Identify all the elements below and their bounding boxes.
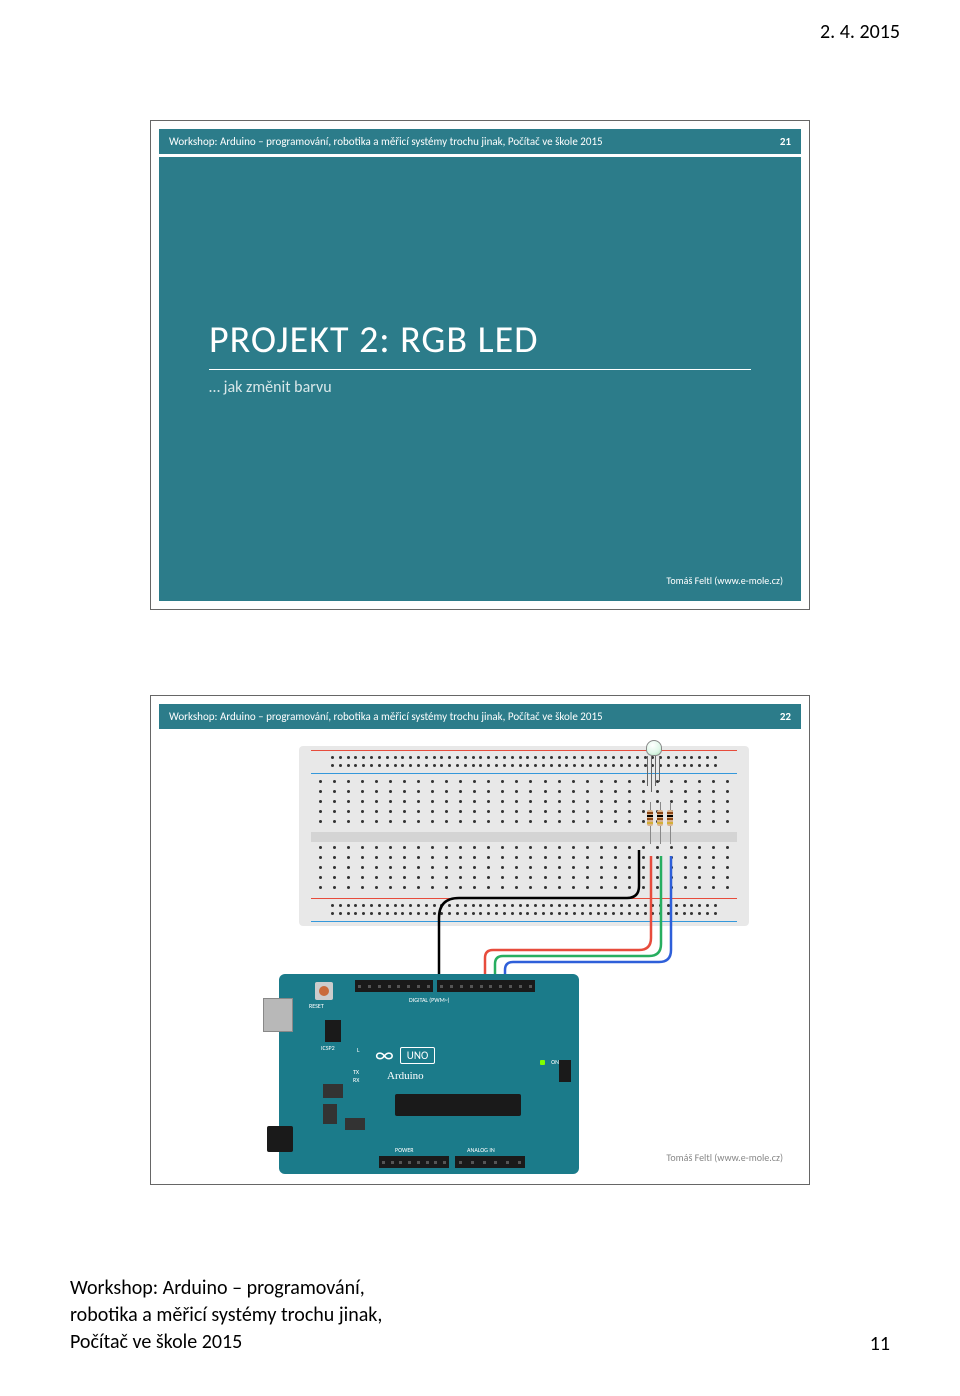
slide-21-number: 21 xyxy=(780,135,791,148)
arduino-logo: ∞ UNO xyxy=(375,1044,435,1066)
power-header xyxy=(379,1156,449,1168)
led-leg xyxy=(647,756,648,786)
digital-label: DIGITAL (PWM~) xyxy=(409,996,450,1004)
led-leg xyxy=(651,756,652,792)
page-number: 11 xyxy=(870,1332,890,1356)
arduino-board: RESET ICSP2 DIGITAL (PWM~) POWER ANALOG … xyxy=(279,974,579,1174)
power-jack-icon xyxy=(267,1126,293,1152)
rx-label: RX xyxy=(353,1076,359,1084)
breadboard-gap xyxy=(311,832,737,842)
icsp-header-icon xyxy=(325,1020,341,1042)
slide-21-header: Workshop: Arduino – programování, roboti… xyxy=(159,129,801,157)
slide-21-bg: Workshop: Arduino – programování, roboti… xyxy=(159,129,801,601)
digital-header-2 xyxy=(437,980,535,992)
footer-line-3: Počítač ve škole 2015 xyxy=(70,1329,382,1356)
smd-icon xyxy=(323,1104,337,1124)
slide-22-number: 22 xyxy=(780,710,791,723)
slide-22: Workshop: Arduino – programování, roboti… xyxy=(150,695,810,1185)
resistor xyxy=(647,802,653,844)
arduino-brand: Arduino xyxy=(387,1070,424,1082)
led-leg xyxy=(659,756,660,782)
resistor xyxy=(657,802,663,844)
icsp2-header-icon xyxy=(559,1060,571,1082)
led-bulb-icon xyxy=(646,740,662,756)
uno-label: UNO xyxy=(400,1047,435,1064)
atmega-chip-icon xyxy=(395,1094,521,1116)
resistor xyxy=(667,802,673,844)
slide-21-header-text: Workshop: Arduino – programování, roboti… xyxy=(169,135,603,148)
analog-label: ANALOG IN xyxy=(467,1146,495,1154)
reset-button-icon xyxy=(315,982,333,1000)
page-date: 2. 4. 2015 xyxy=(820,20,900,44)
rail-dots xyxy=(331,904,717,908)
on-label: ON xyxy=(551,1058,559,1066)
breadboard-main xyxy=(311,778,737,894)
on-led-icon xyxy=(540,1060,545,1065)
reset-label: RESET xyxy=(309,1002,324,1010)
smd-icon xyxy=(323,1084,343,1098)
page-footer: Workshop: Arduino – programování, roboti… xyxy=(70,1275,382,1356)
power-label: POWER xyxy=(395,1146,414,1154)
slide-21: Workshop: Arduino – programování, roboti… xyxy=(150,120,810,610)
footer-line-2: robotika a měřicí systémy trochu jinak, xyxy=(70,1302,382,1329)
slide-22-footer: Tomáš Feltl (www.e-mole.cz) xyxy=(666,1151,783,1164)
tx-label: TX xyxy=(353,1068,359,1076)
slide-22-header: Workshop: Arduino – programování, roboti… xyxy=(159,704,801,731)
l-label: L xyxy=(357,1046,360,1054)
slide-22-header-text: Workshop: Arduino – programování, roboti… xyxy=(169,710,603,723)
breadboard xyxy=(299,746,749,926)
usb-port-icon xyxy=(263,998,293,1032)
rail-dots xyxy=(331,912,717,916)
icsp-label: ICSP2 xyxy=(321,1044,335,1052)
digital-header-1 xyxy=(355,980,433,992)
infinity-icon: ∞ xyxy=(375,1044,394,1066)
slide-21-footer: Tomáš Feltl (www.e-mole.cz) xyxy=(666,574,783,587)
smd-icon xyxy=(345,1118,365,1130)
breadboard-rail-bottom xyxy=(311,900,737,920)
led-leg xyxy=(655,756,656,786)
footer-line-1: Workshop: Arduino – programování, xyxy=(70,1275,382,1302)
analog-header xyxy=(455,1156,525,1168)
rgb-led xyxy=(643,740,665,762)
circuit-diagram: RESET ICSP2 DIGITAL (PWM~) POWER ANALOG … xyxy=(159,738,801,1176)
slide-21-title: PROJEKT 2: RGB LED xyxy=(209,317,801,363)
breadboard-rail-top xyxy=(311,752,737,772)
slide-21-rule xyxy=(209,369,751,370)
slide-21-subtitle: … jak změnit barvu xyxy=(209,378,801,397)
